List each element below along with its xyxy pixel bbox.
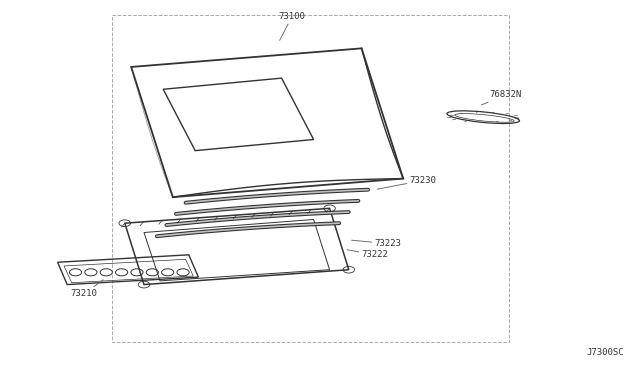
Text: 73222: 73222 [347,250,388,259]
Text: 73210: 73210 [70,280,103,298]
Text: 76832N: 76832N [481,90,522,105]
Text: 73230: 73230 [377,176,436,189]
Text: J7300SC: J7300SC [586,348,624,357]
Text: 73100: 73100 [278,12,305,40]
Text: 73223: 73223 [351,239,401,248]
